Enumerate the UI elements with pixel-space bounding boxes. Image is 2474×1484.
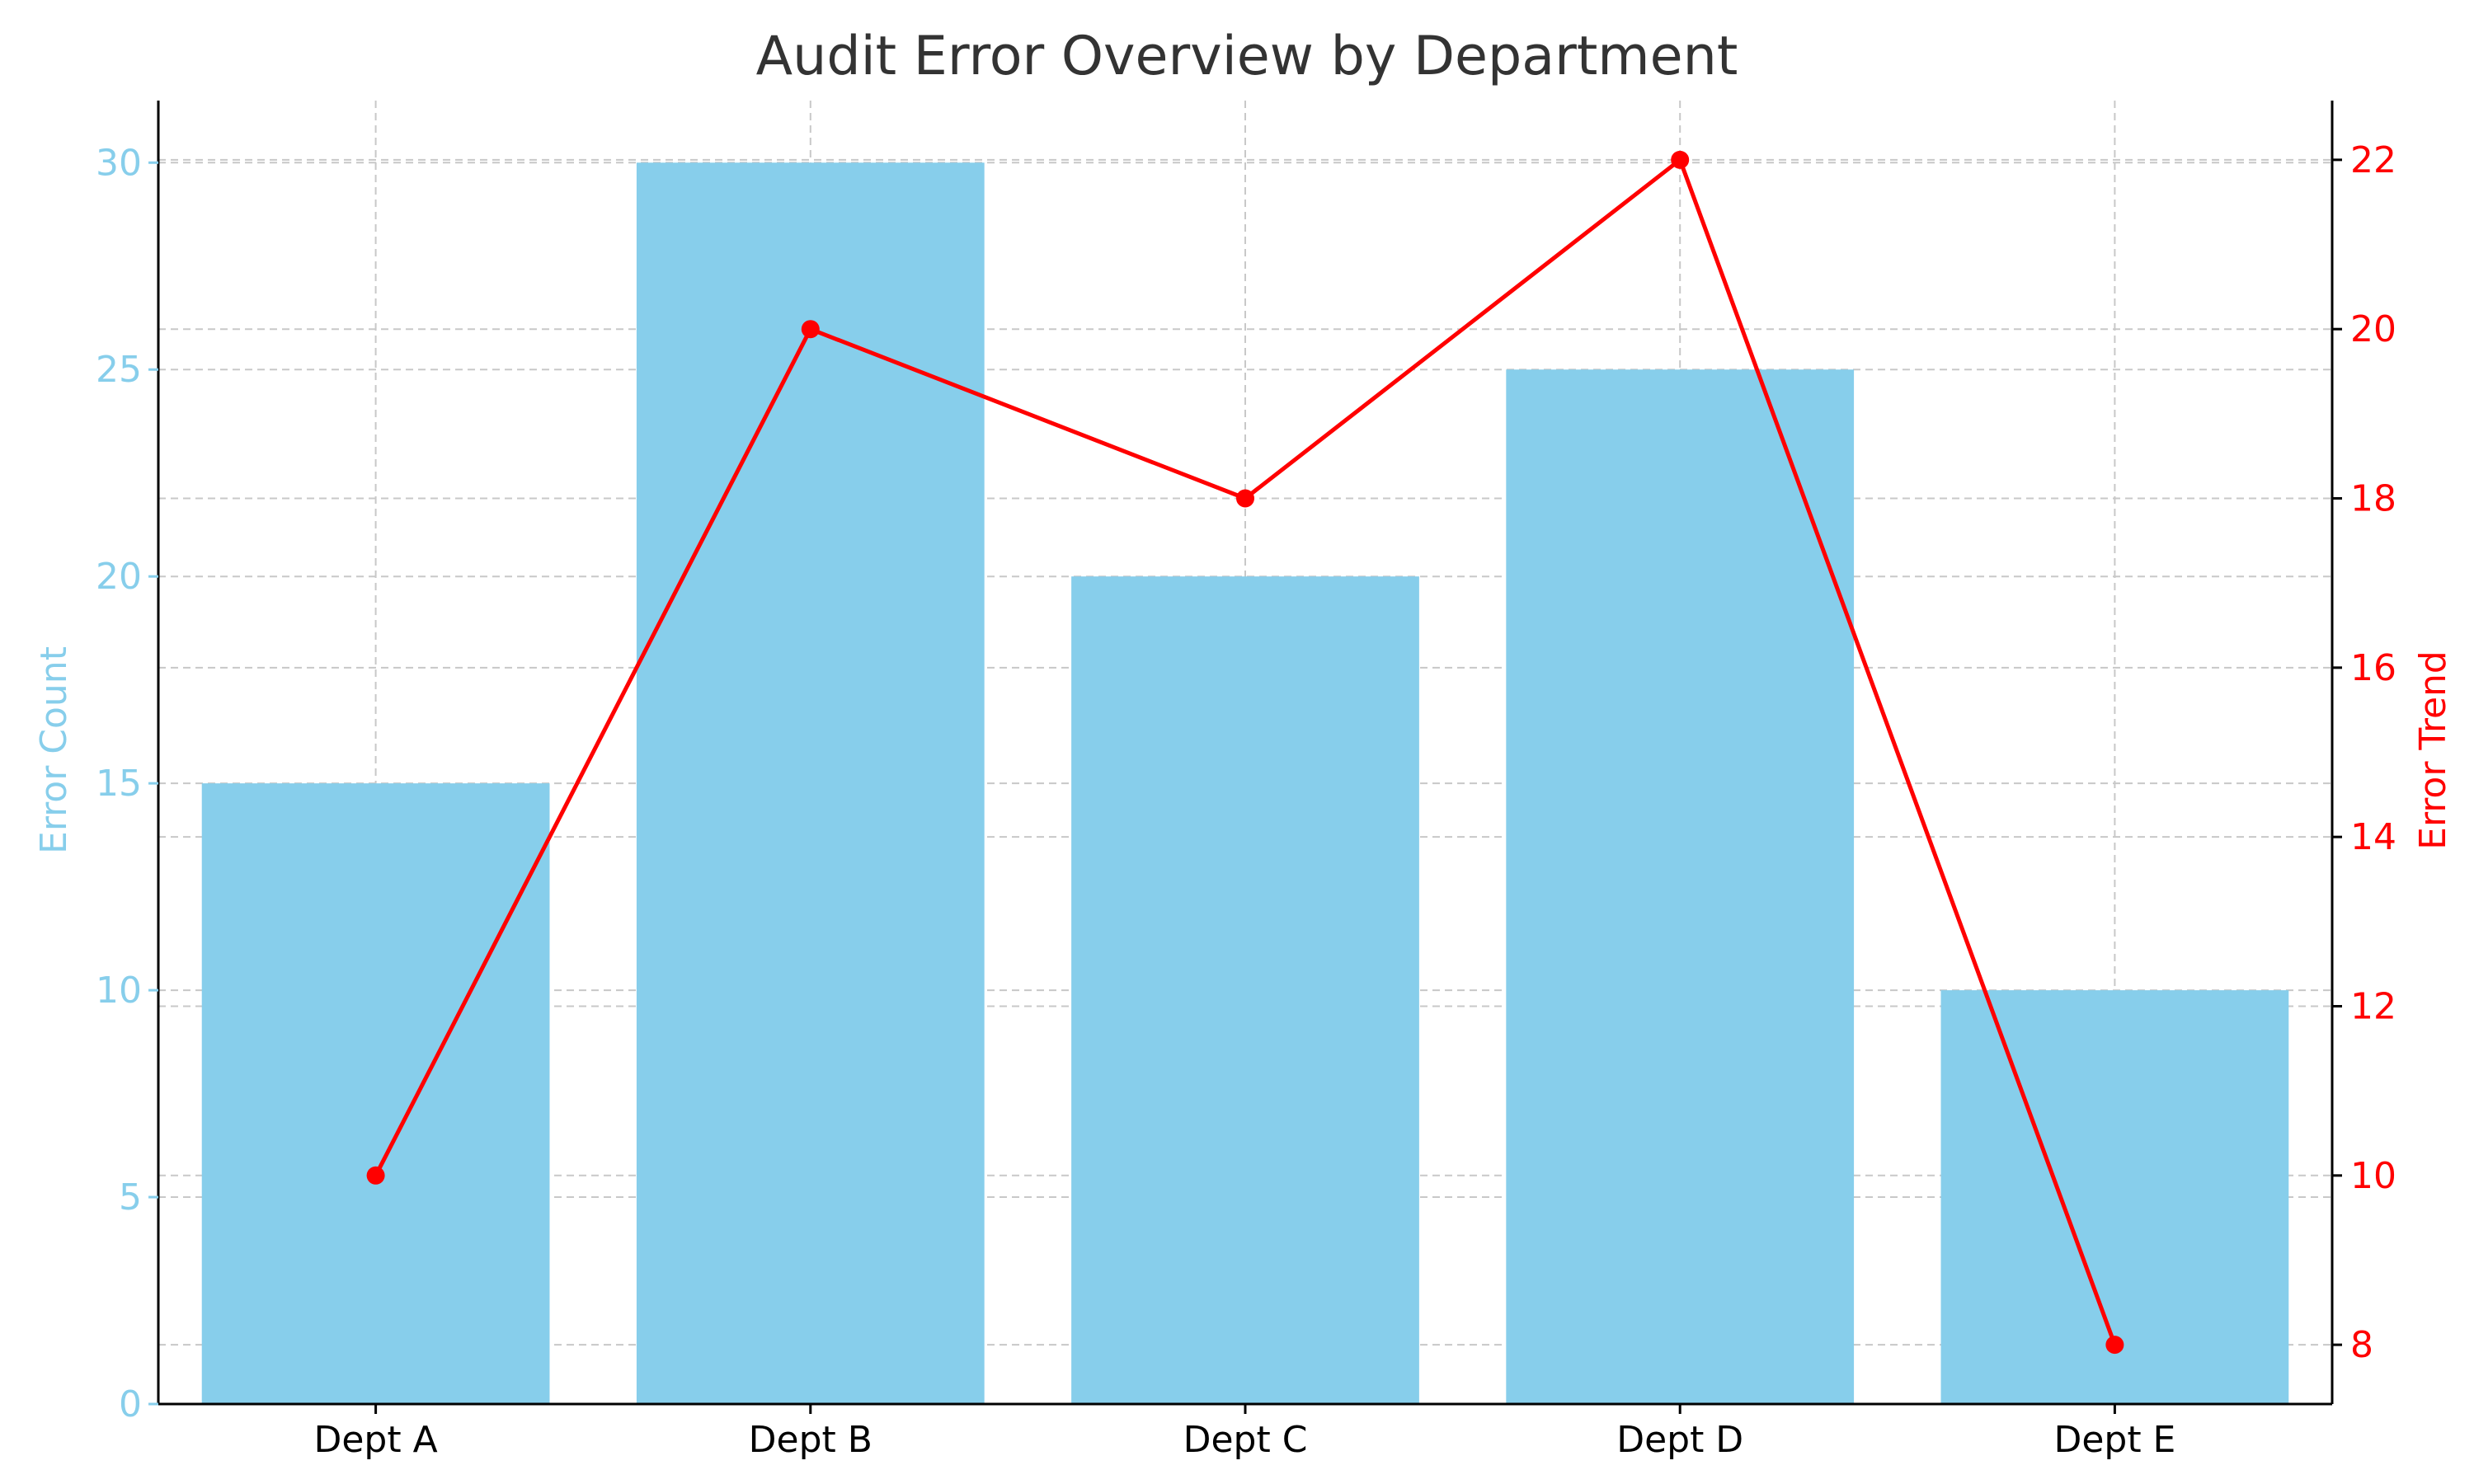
x-tick-label: Dept D xyxy=(1616,1419,1743,1461)
trend-point xyxy=(1236,489,1254,508)
y-left-tick-label: 10 xyxy=(96,970,142,1012)
y-right-tick-label: 20 xyxy=(2350,308,2396,350)
x-tick-label: Dept A xyxy=(313,1419,437,1461)
trend-point xyxy=(801,320,820,339)
y-left-tick-label: 15 xyxy=(96,763,142,805)
bar xyxy=(1940,990,2289,1404)
y-right-tick-label: 8 xyxy=(2350,1324,2373,1366)
line-layer xyxy=(366,150,2124,1355)
y-right-tick-label: 14 xyxy=(2350,816,2396,858)
y-left-tick-label: 25 xyxy=(96,349,142,391)
bar xyxy=(1071,576,1419,1404)
bar xyxy=(201,783,550,1404)
y-right-tick-label: 10 xyxy=(2350,1155,2396,1197)
x-tick-label: Dept B xyxy=(749,1419,872,1461)
y-left-tick-label: 30 xyxy=(96,142,142,184)
bar-layer xyxy=(201,162,2289,1405)
bar xyxy=(1506,369,1855,1405)
x-tick-label: Dept C xyxy=(1183,1419,1308,1461)
y-axis-right-label: Error Trend xyxy=(2412,650,2454,850)
trend-point xyxy=(366,1166,385,1185)
y-left-tick-label: 0 xyxy=(119,1383,142,1425)
trend-point xyxy=(2105,1336,2124,1355)
y-left-tick-label: 5 xyxy=(119,1176,142,1219)
y-right-tick-label: 22 xyxy=(2350,139,2396,181)
y-axis-left-label: Error Count xyxy=(33,646,75,854)
y-right-tick-label: 16 xyxy=(2350,647,2396,689)
y-right-tick-label: 12 xyxy=(2350,985,2396,1027)
trend-point xyxy=(1671,150,1690,169)
tick-layer: 0 5 10 15 20 25 30 8 10 12 14 16 18 20 22 Dept A Dept B D… xyxy=(96,139,2396,1461)
bar xyxy=(636,162,985,1404)
chart-title: Audit Error Overview by Department xyxy=(756,26,1738,87)
x-tick-label: Dept E xyxy=(2053,1419,2175,1461)
y-right-tick-label: 18 xyxy=(2350,478,2396,520)
y-left-tick-label: 20 xyxy=(96,556,142,598)
